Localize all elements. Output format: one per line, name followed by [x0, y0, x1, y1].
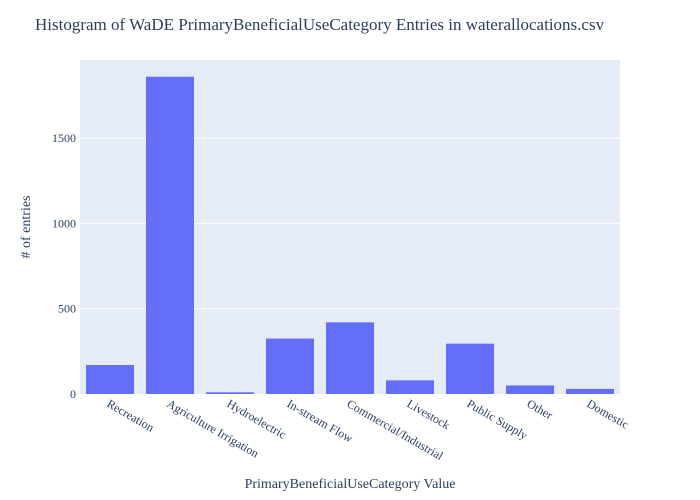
bar	[566, 388, 614, 394]
x-tick-label: Livestock	[405, 396, 453, 432]
bars	[86, 76, 614, 395]
x-axis-ticks: Recreation Agriculture IrrigationHydroele…	[105, 396, 632, 463]
x-tick-label: In-stream Flow	[285, 396, 356, 445]
bar	[206, 392, 254, 394]
bar	[326, 322, 374, 394]
x-axis-title: PrimaryBeneficialUseCategory Value	[245, 477, 456, 492]
x-tick-label: Other	[525, 396, 556, 422]
bar	[146, 76, 194, 395]
y-axis-ticks: 0 500 1000 1500	[52, 131, 76, 401]
chart-title: Histogram of WaDE PrimaryBeneficialUseCa…	[35, 15, 605, 34]
y-tick-label: 500	[58, 302, 76, 316]
bar	[386, 380, 434, 394]
y-tick-label: 0	[70, 387, 76, 401]
y-axis-title: # of entries	[19, 196, 34, 259]
y-tick-label: 1500	[52, 131, 76, 145]
x-tick-label: Commercial/Industrial	[345, 396, 447, 463]
x-tick-label: Public Supply	[465, 396, 531, 442]
bar	[266, 338, 314, 394]
y-tick-label: 1000	[52, 216, 76, 230]
x-tick-label: Recreation	[105, 396, 157, 434]
bar	[506, 385, 554, 394]
bar	[86, 365, 134, 394]
bar	[446, 343, 494, 394]
x-tick-label: Domestic	[585, 396, 632, 431]
